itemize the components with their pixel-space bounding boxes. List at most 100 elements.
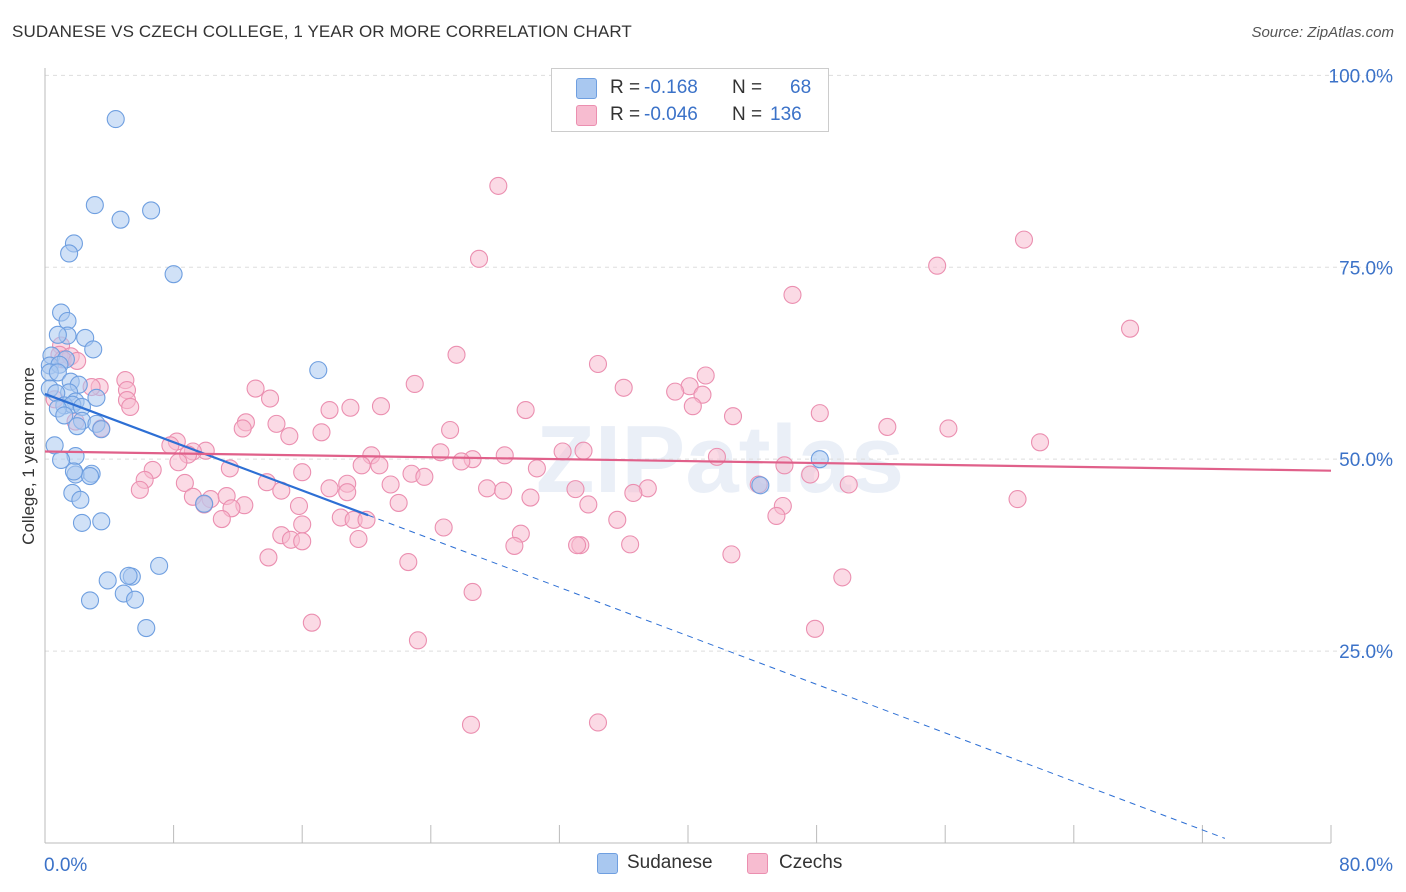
czech-point (553, 442, 572, 461)
czech-point (805, 619, 825, 638)
czech-point (767, 506, 786, 526)
czech-point (1014, 230, 1034, 249)
r-value: -0.046 (644, 104, 698, 125)
czechs-swatch (576, 105, 597, 126)
r-label: R = (610, 104, 641, 125)
sudanese-swatch (597, 853, 618, 874)
czech-point (312, 423, 331, 442)
sudanese-point (92, 420, 111, 439)
czech-point (452, 452, 471, 471)
czech-point (521, 488, 540, 507)
czech-point (289, 496, 309, 516)
czech-point (614, 378, 633, 397)
sudanese-point (85, 196, 104, 215)
czech-point (246, 379, 265, 398)
czech-point (722, 545, 741, 564)
czech-point (723, 407, 743, 426)
czech-point (494, 481, 513, 500)
y-tick-label: 75.0% (1339, 258, 1393, 279)
czech-point (463, 582, 482, 602)
czech-point (1008, 490, 1027, 509)
czech-point (666, 382, 685, 401)
x-tick-label: 0.0% (44, 855, 87, 876)
gridlines (45, 74, 1392, 652)
trendlines (44, 392, 1332, 839)
czech-point (338, 483, 357, 502)
czech-point (624, 483, 643, 503)
czech-point (1030, 433, 1050, 452)
czech-point (621, 535, 640, 554)
axes (44, 68, 1332, 844)
y-tick-label: 50.0% (1339, 450, 1393, 471)
czech-point (293, 532, 312, 551)
source-label: Source: ZipAtlas.com (1251, 24, 1394, 41)
sudanese-point (60, 244, 79, 263)
czech-point (434, 518, 453, 537)
czech-point (441, 420, 460, 440)
sudanese-point (92, 512, 111, 531)
sudanese-point (55, 406, 74, 425)
correlation-legend: R = -0.168 N = 68 R = -0.046 N = 136 (551, 68, 829, 132)
czech-point (259, 548, 278, 567)
czechs-label: Czechs (779, 852, 843, 873)
r-value: -0.168 (644, 77, 698, 98)
czech-point (399, 552, 418, 572)
czech-point (415, 467, 434, 486)
czech-point (810, 404, 829, 423)
sudanese-point (48, 363, 67, 382)
sudanese-point (80, 467, 100, 486)
czech-point (130, 480, 149, 499)
sudanese-point (142, 201, 161, 220)
n-value: 136 (770, 104, 802, 125)
czech-point (495, 446, 514, 465)
czech-point (801, 465, 820, 484)
czech-point (939, 419, 958, 438)
n-label: N = (732, 104, 763, 125)
czech-point (489, 176, 508, 195)
czech-point (696, 366, 715, 385)
sudanese-point (810, 450, 829, 469)
sudanese-point (195, 494, 214, 513)
czech-point (280, 427, 299, 446)
legend-row-sudanese: R = -0.168 N = 68 (552, 74, 828, 102)
czech-point (320, 400, 339, 420)
sudanese-label: Sudanese (627, 852, 713, 873)
sudanese-point (72, 513, 92, 532)
chart-title: SUDANESE VS CZECH COLLEGE, 1 YEAR OR MOR… (12, 22, 632, 41)
czech-point (293, 515, 312, 534)
czech-point (357, 510, 376, 529)
sudanese-point (84, 340, 103, 359)
r-label: R = (610, 77, 641, 98)
legend-row-czechs: R = -0.046 N = 136 (552, 101, 828, 129)
czech-point (320, 479, 339, 498)
czechs-swatch (747, 853, 768, 874)
sudanese-point (137, 619, 156, 638)
sudanese-point (119, 566, 138, 585)
czech-point (707, 447, 726, 466)
czech-point (293, 463, 312, 482)
czech-point (1121, 319, 1140, 338)
tick-labels: 25.0% 50.0% 75.0% 100.0% 0.0% 80.0% (44, 66, 1393, 876)
czech-point (121, 397, 140, 417)
czech-point (405, 374, 424, 393)
czech-point (527, 459, 546, 478)
sudanese-point (48, 325, 67, 344)
sudanese-point (106, 110, 125, 129)
czech-point (839, 475, 858, 494)
sudanese-trendline-extrapolated (367, 514, 1226, 839)
czech-point (478, 479, 497, 498)
czech-point (408, 631, 427, 650)
czech-point (267, 414, 286, 433)
czech-point (588, 354, 608, 374)
czech-point (371, 397, 391, 416)
sudanese-point (98, 571, 117, 590)
czech-point (302, 613, 321, 632)
czech-point (588, 713, 608, 732)
sudanese-point (751, 476, 770, 495)
czech-point (878, 417, 897, 436)
czech-point (608, 510, 627, 529)
czech-point (833, 568, 852, 587)
czech-point (447, 345, 466, 364)
n-value: 68 (790, 77, 812, 98)
